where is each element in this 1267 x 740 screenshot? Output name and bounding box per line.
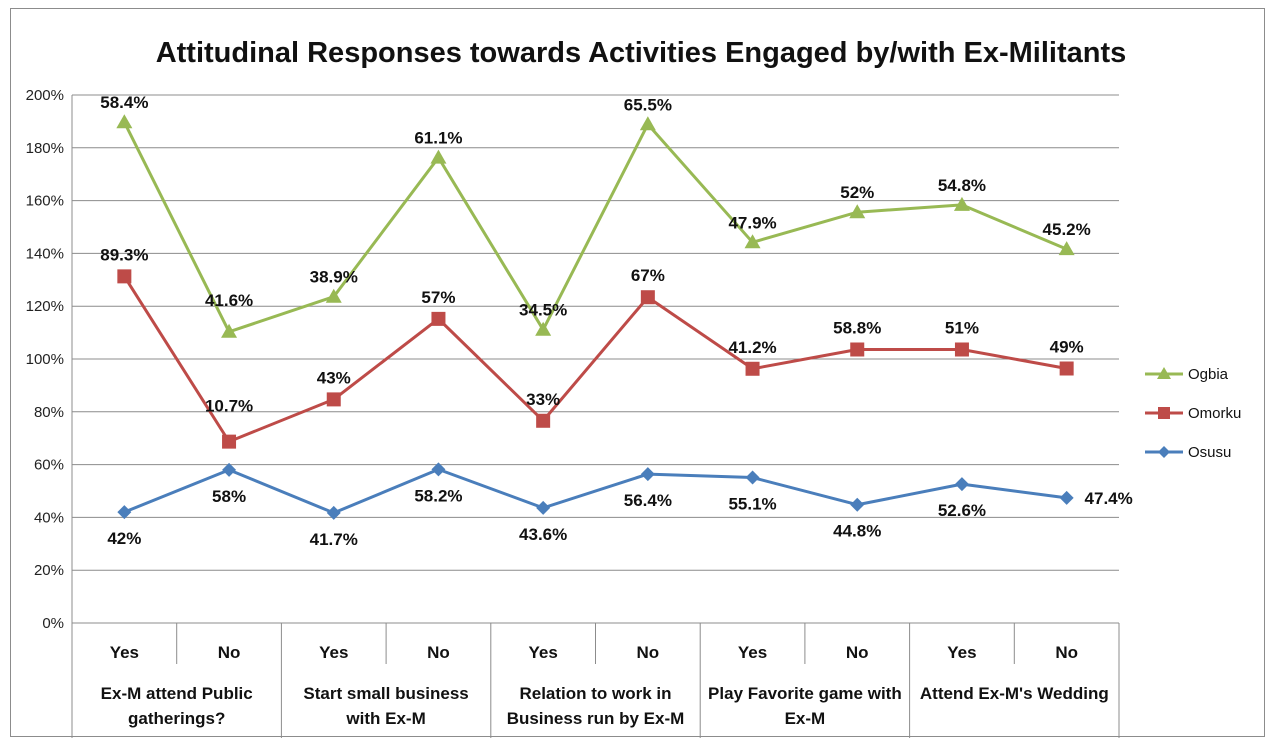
- data-label: 55.1%: [728, 495, 776, 514]
- data-label: 58.8%: [833, 318, 881, 337]
- series-line-osusu: [123, 467, 1067, 515]
- data-label: 47.9%: [728, 213, 776, 232]
- data-label: 58.4%: [100, 93, 148, 112]
- x-group-label: Start small business with Ex-M: [303, 684, 468, 728]
- data-point: [954, 477, 969, 492]
- x-category-label: No: [846, 643, 869, 662]
- data-point: [745, 470, 760, 485]
- data-label: 58.2%: [414, 486, 462, 505]
- data-point: [535, 321, 552, 336]
- x-category-label: No: [218, 643, 241, 662]
- data-point: [745, 361, 760, 376]
- y-tick-label: 160%: [26, 193, 64, 210]
- data-label: 43.6%: [519, 525, 567, 544]
- series-line-omorku: [123, 275, 1067, 444]
- data-point: [431, 311, 446, 326]
- y-tick-label: 180%: [26, 140, 64, 157]
- y-tick-label: 100%: [26, 351, 64, 368]
- legend-marker: [1158, 446, 1170, 458]
- x-category-label: Yes: [528, 643, 557, 662]
- chart-title: Attitudinal Responses towards Activities…: [156, 37, 1127, 69]
- legend-label: Ogbia: [1188, 366, 1229, 383]
- y-tick-label: 40%: [34, 509, 64, 526]
- data-point: [431, 462, 446, 477]
- data-point: [536, 500, 551, 515]
- data-label: 43%: [317, 368, 351, 387]
- data-point: [326, 392, 341, 407]
- data-point: [326, 505, 341, 520]
- data-point: [536, 413, 551, 428]
- data-label: 38.9%: [310, 268, 358, 287]
- y-tick-label: 120%: [26, 298, 64, 315]
- y-tick-label: 20%: [34, 562, 64, 579]
- x-category-label: No: [1055, 643, 1078, 662]
- y-tick-label: 140%: [26, 245, 64, 262]
- y-tick-label: 60%: [34, 457, 64, 474]
- data-label: 54.8%: [938, 176, 986, 195]
- data-label: 44.8%: [833, 522, 881, 541]
- data-label: 41.2%: [728, 338, 776, 357]
- data-point: [325, 288, 342, 303]
- data-label: 47.4%: [1085, 489, 1133, 508]
- data-label: 34.5%: [519, 301, 567, 320]
- series-line-ogbia: [123, 121, 1068, 334]
- data-label: 89.3%: [100, 245, 148, 264]
- data-point: [744, 234, 761, 249]
- data-label: 42%: [107, 529, 141, 548]
- data-label: 67%: [631, 266, 665, 285]
- data-point: [1058, 241, 1075, 256]
- data-point: [222, 434, 237, 449]
- data-label: 52%: [840, 183, 874, 202]
- data-point: [117, 269, 132, 284]
- data-label: 51%: [945, 318, 979, 337]
- x-category-label: Yes: [319, 643, 348, 662]
- x-category-label: Yes: [947, 643, 976, 662]
- x-category-label: No: [427, 643, 450, 662]
- x-group-label: Relation to work in Business run by Ex-M: [507, 684, 685, 728]
- data-point: [850, 497, 865, 512]
- data-point: [640, 290, 655, 305]
- data-point: [639, 116, 656, 131]
- data-point: [850, 342, 865, 357]
- data-point: [640, 467, 655, 482]
- data-label: 49%: [1050, 338, 1084, 357]
- legend-marker: [1158, 407, 1170, 419]
- data-point: [849, 204, 866, 219]
- legend-label: Omorku: [1188, 405, 1241, 422]
- x-group-label: Ex-M attend Public gatherings?: [101, 684, 253, 728]
- chart-area: Attitudinal Responses towards Activities…: [10, 8, 1265, 738]
- x-category-label: Yes: [110, 643, 139, 662]
- data-label: 61.1%: [414, 129, 462, 148]
- y-tick-label: 80%: [34, 404, 64, 421]
- data-point: [221, 323, 238, 338]
- data-point: [1059, 361, 1074, 376]
- line-chart: Attitudinal Responses towards Activities…: [26, 37, 1241, 738]
- data-point: [953, 196, 970, 211]
- data-point: [430, 149, 447, 164]
- legend-label: Osusu: [1188, 444, 1231, 461]
- data-label: 45.2%: [1043, 220, 1091, 239]
- data-point: [222, 462, 237, 477]
- data-point: [117, 505, 132, 520]
- y-tick-label: 0%: [42, 615, 64, 632]
- data-label: 56.4%: [624, 491, 672, 510]
- x-category-label: No: [637, 643, 660, 662]
- x-group-label: Attend Ex-M's Wedding: [920, 684, 1109, 703]
- data-label: 52.6%: [938, 501, 986, 520]
- data-label: 41.6%: [205, 291, 253, 310]
- y-tick-label: 200%: [26, 87, 64, 104]
- data-label: 57%: [421, 288, 455, 307]
- data-point: [116, 114, 133, 129]
- data-point: [1059, 490, 1074, 505]
- data-label: 58%: [212, 487, 246, 506]
- data-label: 65.5%: [624, 95, 672, 114]
- data-label: 33%: [526, 390, 560, 409]
- data-point: [954, 342, 969, 357]
- data-label: 41.7%: [310, 530, 358, 549]
- legend-marker: [1157, 367, 1171, 379]
- x-category-label: Yes: [738, 643, 767, 662]
- data-label: 10.7%: [205, 397, 253, 416]
- x-group-label: Play Favorite game with Ex-M: [708, 684, 902, 728]
